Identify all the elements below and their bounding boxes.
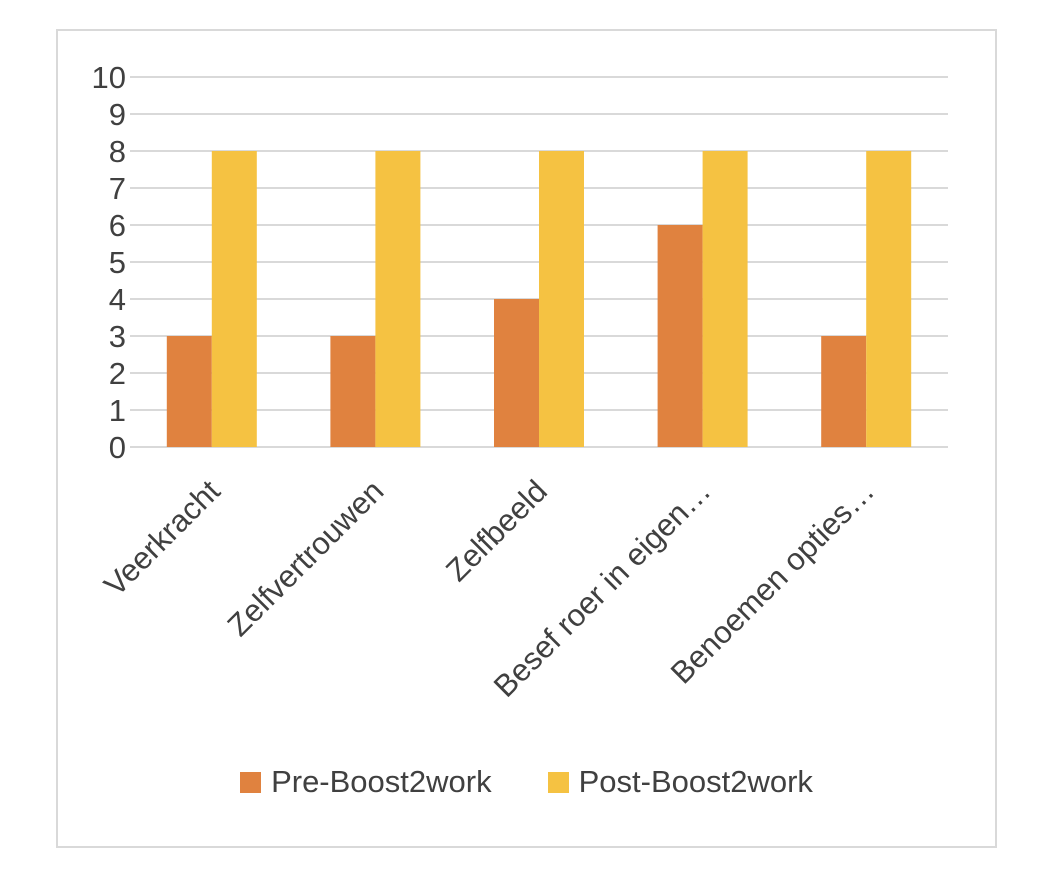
legend-label-post: Post-Boost2work bbox=[578, 764, 813, 799]
legend: Pre-Boost2work Post-Boost2work bbox=[56, 762, 997, 802]
y-tick-label: 7 bbox=[109, 171, 126, 206]
y-tick-label: 6 bbox=[109, 208, 126, 243]
y-tick-label: 5 bbox=[109, 245, 126, 280]
bar-pre-0 bbox=[166, 336, 212, 447]
y-tick-label: 0 bbox=[109, 430, 126, 465]
bar-pre-1 bbox=[330, 336, 376, 447]
legend-item-pre: Pre-Boost2work bbox=[240, 764, 492, 800]
y-tick-label: 8 bbox=[109, 134, 126, 169]
y-tick-label: 1 bbox=[109, 393, 126, 428]
bar-pre-2 bbox=[494, 299, 539, 447]
bars bbox=[166, 151, 912, 447]
y-tick-label: 10 bbox=[92, 60, 126, 95]
x-category-label: Veerkracht bbox=[97, 473, 227, 603]
legend-label-pre: Pre-Boost2work bbox=[271, 764, 492, 799]
bar-post-4 bbox=[866, 151, 912, 447]
bar-pre-4 bbox=[821, 336, 867, 447]
x-category-label: Zelfbeeld bbox=[439, 473, 554, 588]
legend-swatch-post bbox=[547, 771, 569, 793]
bar-post-3 bbox=[702, 151, 748, 447]
y-tick-label: 9 bbox=[109, 97, 126, 132]
y-tick-label: 3 bbox=[109, 319, 126, 354]
bar-pre-3 bbox=[657, 225, 703, 447]
legend-swatch-pre bbox=[240, 771, 262, 793]
x-category-label: Zelfvertrouwen bbox=[221, 473, 391, 643]
legend-item-post: Post-Boost2work bbox=[547, 764, 813, 800]
bar-post-1 bbox=[375, 151, 421, 447]
y-tick-label: 2 bbox=[109, 356, 126, 391]
bar-post-2 bbox=[539, 151, 584, 447]
bar-post-0 bbox=[211, 151, 257, 447]
y-tick-label: 4 bbox=[109, 282, 126, 317]
